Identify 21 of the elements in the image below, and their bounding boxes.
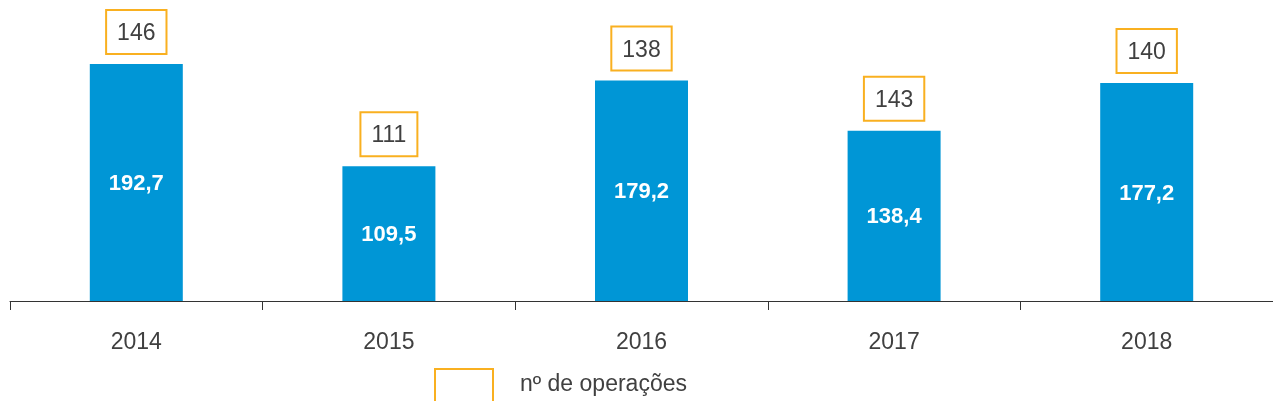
bar bbox=[595, 80, 688, 301]
bar bbox=[342, 166, 436, 301]
data-label: 177,2 bbox=[1119, 179, 1175, 205]
data-label: 138,4 bbox=[866, 203, 923, 229]
data-label: 179,2 bbox=[613, 178, 670, 204]
bar bbox=[1100, 83, 1194, 301]
annotation: 146 bbox=[117, 19, 156, 45]
x-tick-label: 2015 bbox=[363, 327, 415, 354]
x-tick-label: 2018 bbox=[1121, 327, 1173, 354]
x-tick-label: 2016 bbox=[615, 327, 668, 354]
annotation: 111 bbox=[371, 121, 407, 148]
x-tick-label: 2017 bbox=[868, 327, 920, 354]
annotation: 140 bbox=[1127, 38, 1166, 65]
data-label: 109,5 bbox=[361, 221, 417, 247]
bar bbox=[847, 130, 941, 301]
annotation: 143 bbox=[874, 85, 914, 112]
bar bbox=[89, 64, 183, 301]
x-tick-label: 2014 bbox=[110, 327, 163, 354]
text: nº de operações bbox=[520, 369, 687, 396]
data-label: 192,7 bbox=[108, 170, 164, 195]
annotation: 138 bbox=[622, 35, 661, 62]
